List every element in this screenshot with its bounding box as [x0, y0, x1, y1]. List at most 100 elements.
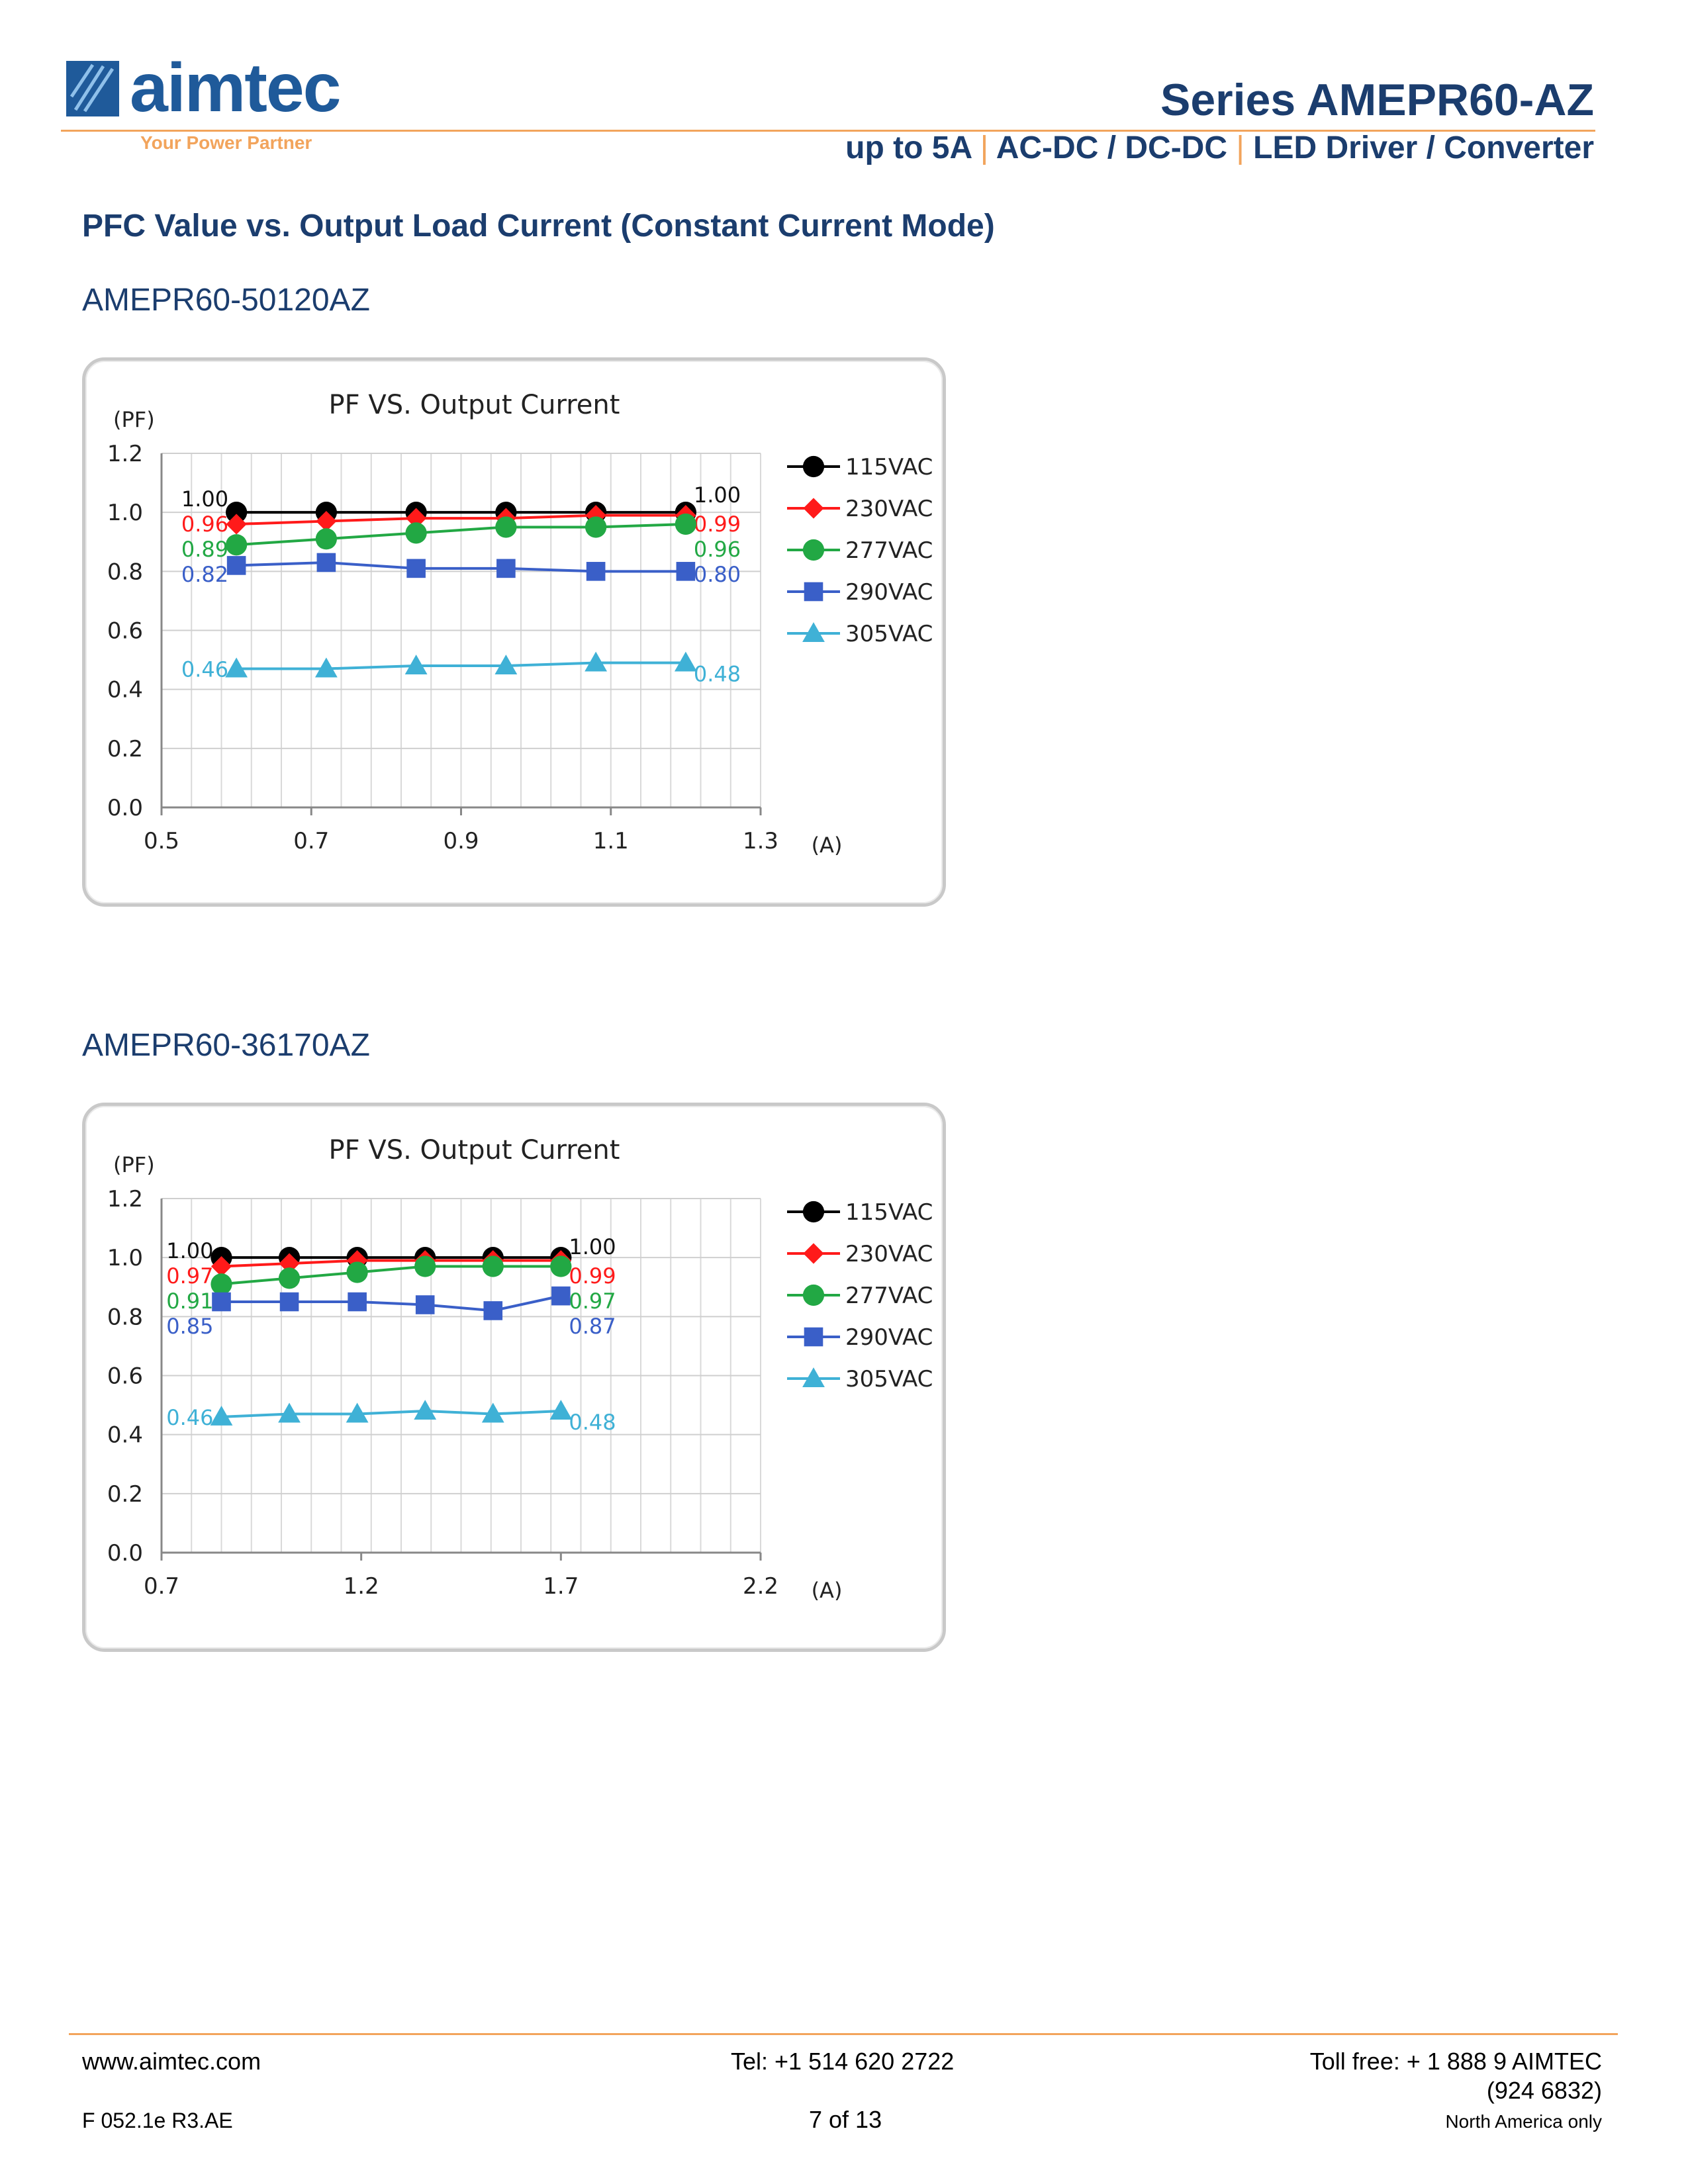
data-point — [346, 1402, 369, 1423]
legend-label: 277VAC — [845, 1283, 933, 1309]
data-label: 0.46 — [166, 1405, 213, 1430]
data-point — [550, 1255, 572, 1277]
data-label: 0.96 — [181, 512, 228, 537]
model-label-2: AMEPR60-36170AZ — [82, 1028, 370, 1063]
data-point — [803, 1243, 824, 1264]
product-subtitle: up to 5A | AC-DC / DC-DC | LED Driver / … — [845, 130, 1594, 166]
data-point — [406, 559, 426, 578]
data-point — [803, 498, 824, 519]
data-label: 1.00 — [166, 1238, 213, 1263]
legend-label: 305VAC — [845, 621, 933, 647]
series-line — [236, 523, 686, 547]
series-title: Series AMEPR60-AZ — [1160, 75, 1594, 125]
legend-label: 115VAC — [845, 454, 933, 480]
data-point — [314, 657, 338, 678]
data-point — [226, 534, 248, 556]
data-label: 0.96 — [694, 537, 741, 562]
data-label: 0.48 — [569, 1410, 616, 1435]
data-point — [802, 455, 825, 478]
series-line — [236, 561, 686, 573]
data-point — [495, 516, 517, 538]
subtitle-separator: | — [1236, 130, 1244, 165]
subtitle-separator: | — [980, 130, 989, 165]
footer-region-note: North America only — [1445, 2111, 1602, 2132]
model-label-1: AMEPR60-50120AZ — [82, 283, 370, 318]
data-point — [802, 1367, 825, 1387]
x-tick-label: 1.2 — [344, 1573, 379, 1600]
data-label: 0.82 — [181, 562, 228, 587]
header-divider — [61, 130, 1595, 132]
series-line — [221, 1265, 561, 1286]
data-point — [279, 1292, 299, 1312]
data-point — [802, 1284, 825, 1306]
y-tick-label: 0.8 — [107, 559, 143, 585]
data-point — [481, 1402, 504, 1423]
data-point — [676, 562, 696, 581]
x-tick-label: 0.5 — [144, 828, 179, 854]
data-point — [415, 1295, 435, 1314]
data-label: 0.91 — [166, 1289, 213, 1314]
x-axis-label: (A) — [812, 833, 843, 858]
data-point — [482, 1255, 504, 1277]
data-label: 0.99 — [569, 1263, 616, 1289]
data-point — [226, 514, 247, 535]
subtitle-product: LED Driver / Converter — [1253, 130, 1594, 165]
data-point — [211, 1255, 232, 1277]
data-point — [802, 622, 825, 642]
legend-label: 277VAC — [845, 537, 933, 564]
series-line — [221, 1295, 561, 1312]
subtitle-current: up to 5A — [845, 130, 972, 165]
legend-label: 230VAC — [845, 1241, 933, 1267]
y-tick-label: 1.0 — [107, 1245, 143, 1271]
data-point — [405, 522, 427, 544]
data-point — [346, 1261, 368, 1283]
logo-tagline: Your Power Partner — [140, 132, 312, 153]
y-tick-label: 0.4 — [107, 677, 143, 704]
data-point — [226, 556, 246, 575]
data-point — [804, 582, 823, 602]
y-axis-label: (PF) — [113, 1152, 155, 1177]
logo-wordmark: aimtec — [130, 50, 342, 126]
x-tick-label: 1.7 — [543, 1573, 579, 1600]
y-tick-label: 0.8 — [107, 1304, 143, 1330]
data-point — [585, 516, 607, 538]
chart-title: PF VS. Output Current — [329, 1135, 620, 1165]
data-point — [586, 562, 606, 581]
data-point — [225, 657, 248, 678]
y-tick-label: 1.2 — [107, 1186, 143, 1212]
data-point — [585, 651, 608, 672]
data-point — [804, 1327, 823, 1347]
chart-panel-1: 0.0 0.2 0.4 0.6 0.8 1.0 1.2 0.5 0.7 0.9 1.1 1.3 PF V… — [82, 357, 946, 907]
y-axis-label: (PF) — [113, 407, 155, 432]
series-line — [221, 1409, 561, 1418]
chart-panel-2: 0.0 0.2 0.4 0.6 0.8 1.0 1.2 0.7 1.2 1.7 2.2 PF VS. … — [82, 1103, 946, 1652]
data-label: 0.97 — [569, 1289, 616, 1314]
legend-label: 305VAC — [845, 1366, 933, 1392]
y-tick-label: 1.0 — [107, 500, 143, 526]
footer-phone: Tel: +1 514 620 2722 — [731, 2048, 955, 2075]
series-line — [236, 661, 686, 670]
legend-label: 230VAC — [845, 496, 933, 522]
data-point — [279, 1253, 300, 1274]
series-line — [236, 514, 686, 525]
footer-website[interactable]: www.aimtec.com — [82, 2048, 261, 2075]
data-label: 1.00 — [569, 1234, 616, 1259]
data-label: 0.85 — [166, 1314, 213, 1339]
y-tick-label: 0.4 — [107, 1422, 143, 1449]
data-label: 0.48 — [694, 662, 741, 687]
data-point — [483, 1301, 503, 1320]
data-point — [348, 1292, 367, 1312]
x-axis-label: (A) — [812, 1578, 843, 1603]
footer-divider — [69, 2033, 1618, 2035]
data-point — [404, 655, 428, 674]
data-point — [210, 1406, 233, 1426]
data-point — [496, 559, 516, 578]
x-tick-label: 1.3 — [743, 828, 778, 854]
y-tick-label: 1.2 — [107, 441, 143, 467]
data-label: 0.97 — [166, 1263, 213, 1289]
y-tick-label: 0.6 — [107, 618, 143, 645]
x-tick-label: 0.7 — [293, 828, 329, 854]
data-label: 1.00 — [694, 482, 741, 508]
data-point — [549, 1400, 573, 1420]
data-label: 1.00 — [181, 486, 228, 512]
